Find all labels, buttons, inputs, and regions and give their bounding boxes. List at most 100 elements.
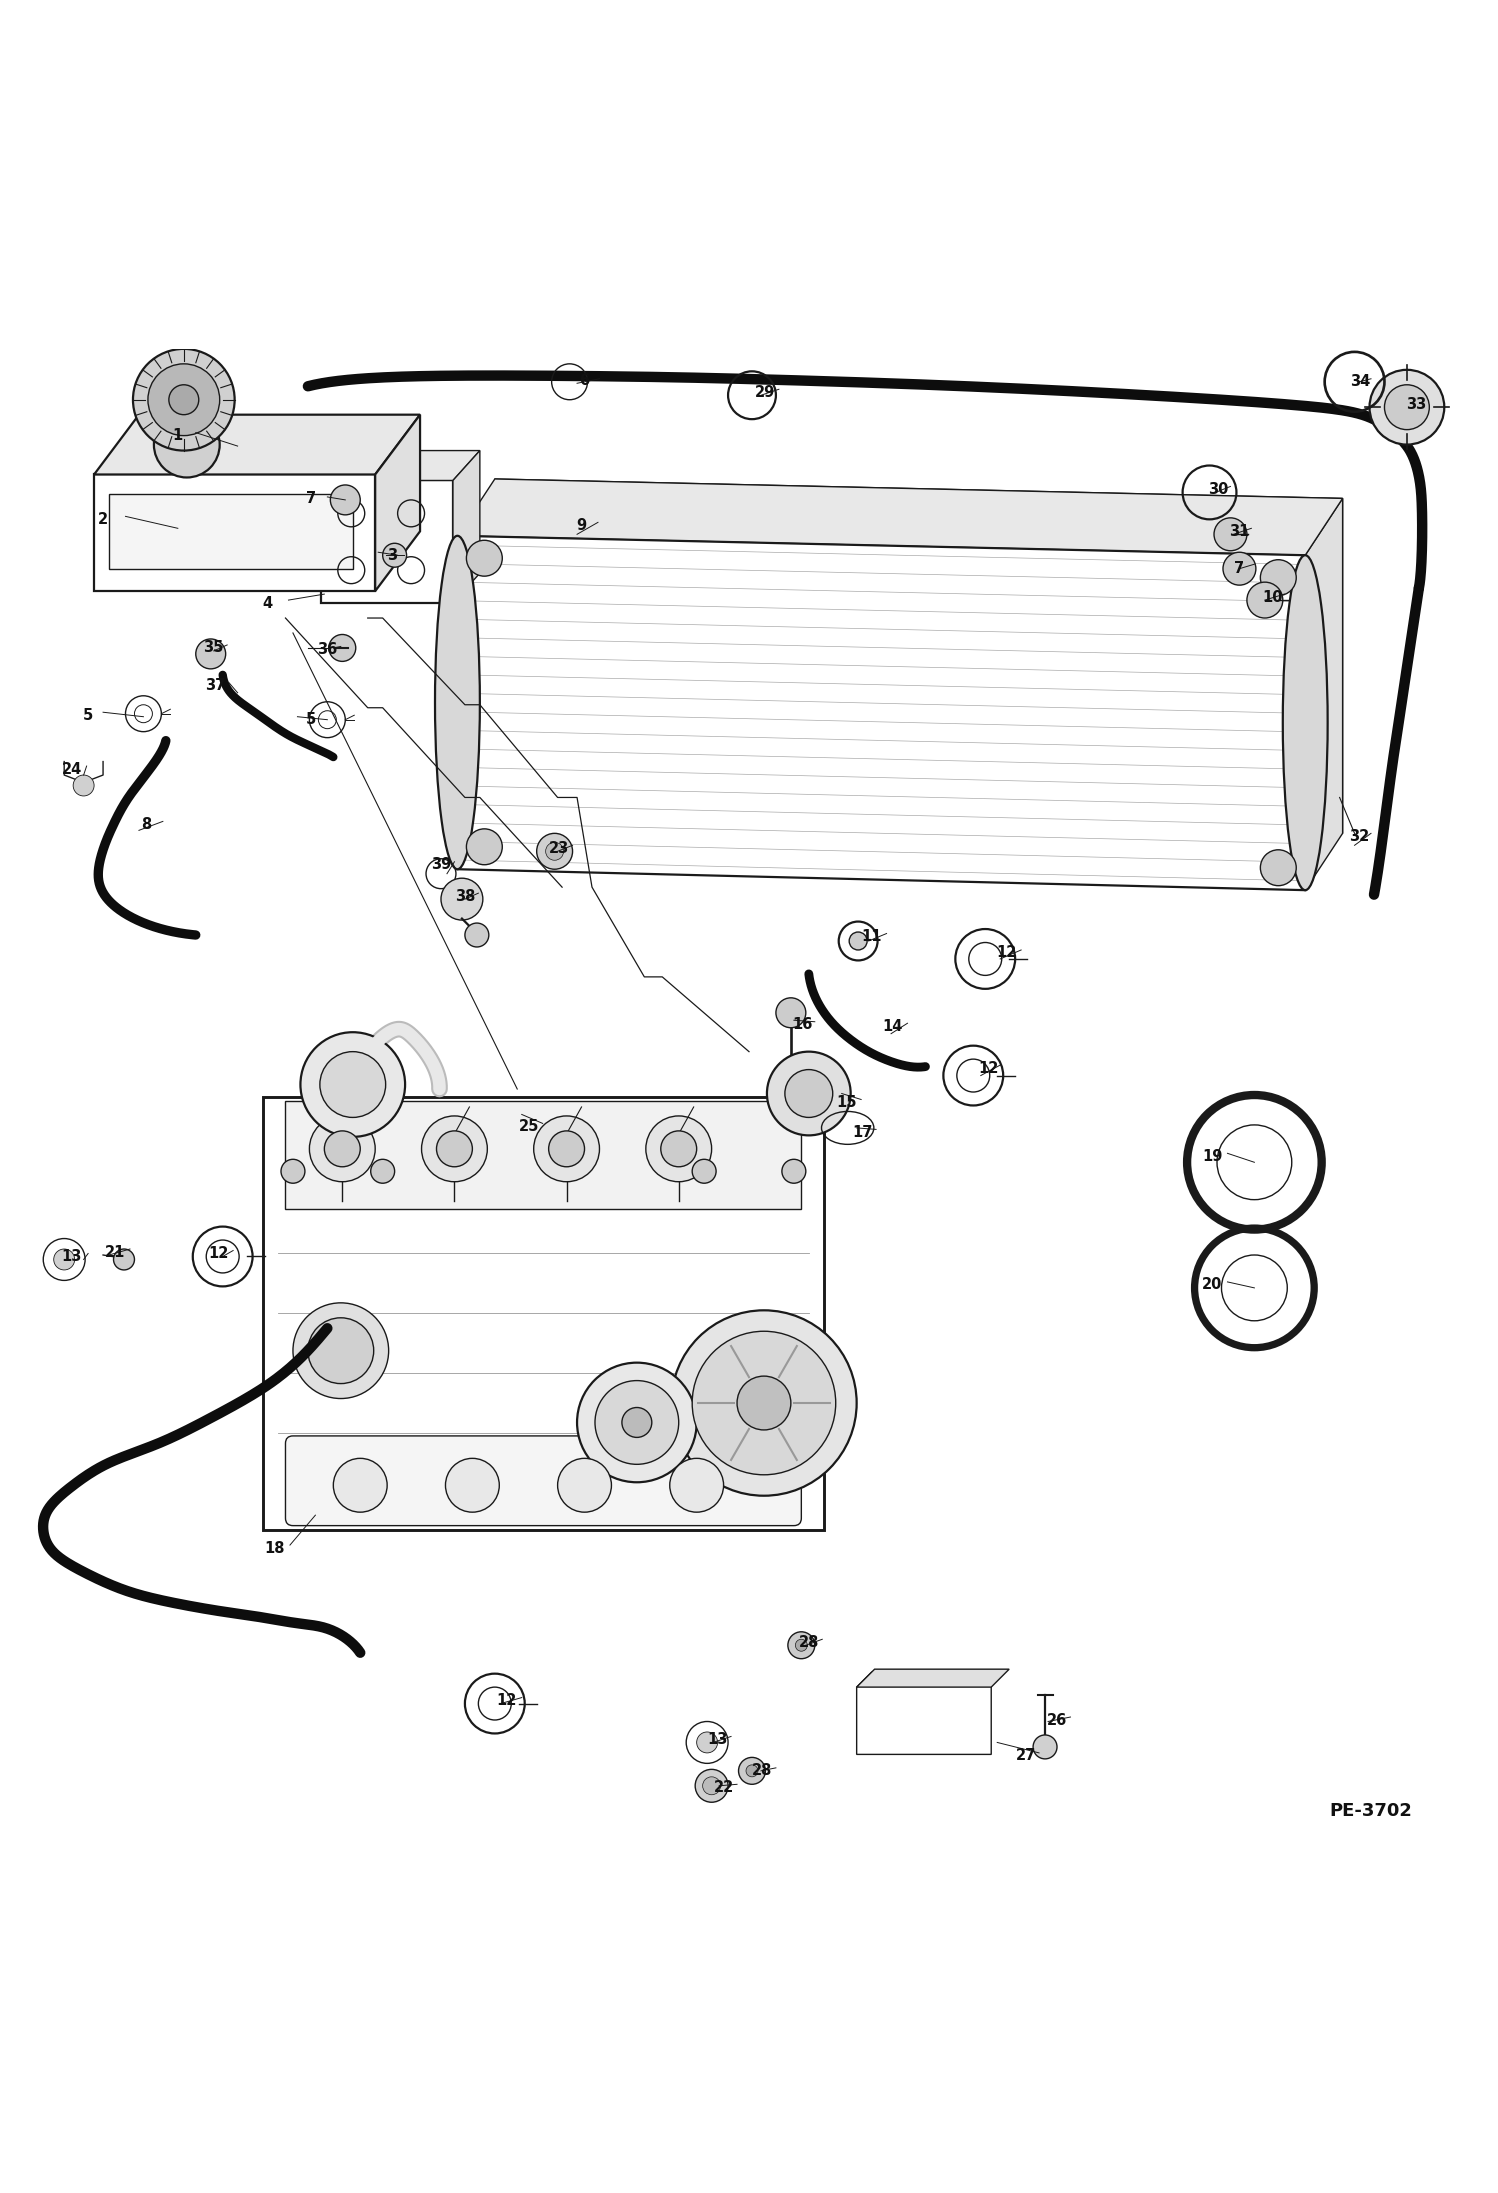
Circle shape [466, 829, 502, 864]
Polygon shape [857, 1669, 1010, 1686]
Text: 21: 21 [105, 1243, 126, 1259]
Circle shape [767, 1053, 851, 1136]
Circle shape [154, 412, 220, 478]
Circle shape [440, 877, 482, 921]
Text: 26: 26 [1047, 1713, 1067, 1728]
Circle shape [464, 923, 488, 947]
Circle shape [330, 634, 355, 662]
Bar [109, 493, 352, 568]
Circle shape [1034, 1735, 1058, 1759]
Circle shape [301, 1033, 404, 1136]
Text: 10: 10 [1263, 590, 1282, 605]
Circle shape [370, 1160, 394, 1184]
Text: 34: 34 [1350, 375, 1371, 390]
Text: 12: 12 [496, 1693, 517, 1708]
Text: 13: 13 [61, 1250, 82, 1263]
Circle shape [1260, 559, 1296, 596]
Circle shape [577, 1362, 697, 1482]
Bar [286, 1101, 801, 1208]
Text: 13: 13 [707, 1732, 728, 1748]
Text: 30: 30 [1209, 482, 1228, 498]
Text: 15: 15 [836, 1094, 857, 1110]
Bar [322, 480, 452, 603]
Text: 14: 14 [882, 1020, 903, 1033]
Circle shape [334, 1458, 386, 1513]
Circle shape [536, 833, 572, 868]
FancyBboxPatch shape [264, 1096, 824, 1531]
Circle shape [1216, 1125, 1291, 1200]
Ellipse shape [434, 535, 479, 868]
Text: 37: 37 [205, 678, 225, 693]
Text: 20: 20 [1203, 1276, 1222, 1292]
Polygon shape [1305, 498, 1342, 890]
Polygon shape [94, 414, 419, 474]
Circle shape [646, 1116, 712, 1182]
Circle shape [661, 1132, 697, 1167]
Text: PE-3702: PE-3702 [1330, 1803, 1413, 1820]
Text: 1: 1 [172, 428, 183, 443]
Circle shape [548, 1132, 584, 1167]
Circle shape [148, 364, 220, 436]
Text: 2: 2 [97, 511, 108, 526]
Text: 12: 12 [978, 1061, 999, 1075]
Circle shape [169, 384, 199, 414]
Circle shape [309, 1318, 373, 1384]
Text: 29: 29 [755, 384, 776, 399]
Circle shape [445, 1458, 499, 1513]
Circle shape [114, 1250, 135, 1270]
Text: 19: 19 [1203, 1149, 1222, 1164]
Text: 6: 6 [580, 373, 590, 388]
Text: 18: 18 [265, 1539, 285, 1555]
Polygon shape [857, 1671, 992, 1754]
Circle shape [697, 1732, 718, 1752]
FancyBboxPatch shape [286, 1436, 801, 1526]
Circle shape [325, 1132, 360, 1167]
Text: 28: 28 [752, 1763, 773, 1779]
Polygon shape [94, 474, 374, 592]
Circle shape [1213, 518, 1246, 550]
Circle shape [310, 1116, 374, 1182]
Circle shape [382, 544, 406, 568]
Text: 28: 28 [798, 1634, 819, 1649]
Circle shape [331, 485, 360, 515]
Circle shape [746, 1765, 758, 1776]
Text: 17: 17 [852, 1125, 873, 1140]
Polygon shape [457, 478, 1342, 555]
Circle shape [321, 1053, 385, 1118]
Circle shape [703, 1776, 721, 1794]
Circle shape [1222, 553, 1255, 586]
Circle shape [54, 1250, 75, 1270]
Polygon shape [457, 535, 1305, 890]
Circle shape [466, 539, 502, 577]
Circle shape [776, 998, 806, 1029]
Circle shape [1260, 851, 1296, 886]
Circle shape [294, 1303, 388, 1399]
Text: 25: 25 [518, 1118, 539, 1134]
Text: 11: 11 [861, 930, 882, 943]
Circle shape [1221, 1254, 1287, 1320]
Circle shape [421, 1116, 487, 1182]
Circle shape [545, 842, 563, 860]
Circle shape [670, 1458, 724, 1513]
Text: 23: 23 [548, 840, 569, 855]
Circle shape [785, 1070, 833, 1118]
Circle shape [1369, 371, 1444, 445]
Circle shape [282, 1160, 306, 1184]
Text: 5: 5 [306, 713, 316, 728]
Text: 4: 4 [262, 596, 273, 610]
Text: 3: 3 [386, 548, 397, 564]
Circle shape [692, 1331, 836, 1474]
Text: 16: 16 [792, 1018, 813, 1033]
Text: 32: 32 [1348, 829, 1369, 844]
Text: 7: 7 [1234, 561, 1245, 577]
Text: 12: 12 [996, 945, 1016, 961]
Text: 8: 8 [141, 816, 151, 831]
Text: 24: 24 [61, 761, 82, 776]
Circle shape [133, 349, 235, 450]
Polygon shape [322, 450, 479, 480]
Circle shape [622, 1408, 652, 1436]
Circle shape [795, 1638, 807, 1651]
Text: 31: 31 [1230, 524, 1249, 539]
Circle shape [595, 1382, 679, 1465]
Text: 9: 9 [577, 518, 587, 533]
